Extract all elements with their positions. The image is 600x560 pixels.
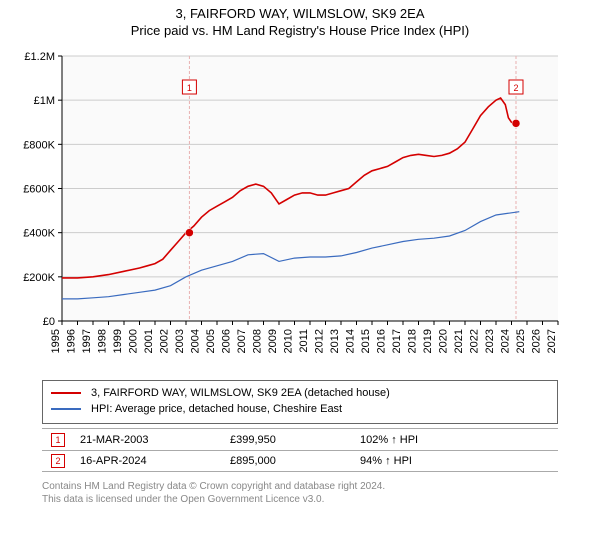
svg-text:2007: 2007 [236,329,248,353]
svg-text:2021: 2021 [453,329,465,353]
legend-swatch [51,408,81,410]
title-main: 3, FAIRFORD WAY, WILMSLOW, SK9 2EA [0,6,600,21]
transaction-marker-cell: 1 [42,433,74,447]
svg-text:2026: 2026 [531,329,543,353]
legend-row: 3, FAIRFORD WAY, WILMSLOW, SK9 2EA (deta… [51,385,549,401]
svg-text:1999: 1999 [112,329,124,353]
transaction-marker-cell: 2 [42,454,74,468]
transaction-pct: 94% ↑ HPI [354,455,504,467]
footer: Contains HM Land Registry data © Crown c… [42,480,558,506]
svg-text:£1.2M: £1.2M [24,51,55,63]
svg-text:2022: 2022 [469,329,481,353]
svg-text:£400K: £400K [23,228,55,240]
legend-row: HPI: Average price, detached house, Ches… [51,401,549,417]
svg-text:2017: 2017 [391,329,403,353]
chart-container: 3, FAIRFORD WAY, WILMSLOW, SK9 2EA Price… [0,0,600,560]
legend-label: HPI: Average price, detached house, Ches… [91,403,342,415]
svg-text:2005: 2005 [205,329,217,353]
svg-text:2000: 2000 [128,329,140,353]
legend-swatch [51,392,81,394]
svg-text:2013: 2013 [329,329,341,353]
svg-text:2018: 2018 [407,329,419,353]
svg-text:1: 1 [187,83,192,93]
svg-text:£200K: £200K [23,272,55,284]
svg-text:2027: 2027 [546,329,558,353]
transaction-date: 21-MAR-2003 [74,434,224,446]
svg-text:2008: 2008 [252,329,264,353]
transaction-pct: 102% ↑ HPI [354,434,504,446]
svg-text:2020: 2020 [438,329,450,353]
svg-text:2004: 2004 [190,329,202,353]
svg-text:£800K: £800K [23,139,55,151]
svg-text:2012: 2012 [314,329,326,353]
svg-text:£1M: £1M [34,95,55,107]
svg-text:2009: 2009 [267,329,279,353]
svg-text:2003: 2003 [174,329,186,353]
legend-label: 3, FAIRFORD WAY, WILMSLOW, SK9 2EA (deta… [91,387,390,399]
svg-text:£0: £0 [43,316,55,328]
footer-line-1: Contains HM Land Registry data © Crown c… [42,480,558,493]
svg-text:1996: 1996 [66,329,78,353]
svg-text:2025: 2025 [515,329,527,353]
svg-text:2006: 2006 [221,329,233,353]
transaction-date: 16-APR-2024 [74,455,224,467]
svg-text:1995: 1995 [50,329,62,353]
footer-line-2: This data is licensed under the Open Gov… [42,493,558,506]
svg-text:2001: 2001 [143,329,155,353]
transaction-price: £399,950 [224,434,354,446]
svg-text:£600K: £600K [23,184,55,196]
svg-text:2024: 2024 [500,329,512,353]
chart-svg: £0£200K£400K£600K£800K£1M£1.2M1995199619… [0,46,600,371]
svg-text:2011: 2011 [298,329,310,353]
transaction-marker: 2 [51,454,65,468]
svg-text:1997: 1997 [81,329,93,353]
svg-text:2010: 2010 [283,329,295,353]
transaction-row: 1 21-MAR-2003£399,950102% ↑ HPI [42,428,558,450]
svg-text:2: 2 [513,83,518,93]
svg-text:2019: 2019 [422,329,434,353]
title-block: 3, FAIRFORD WAY, WILMSLOW, SK9 2EA Price… [0,0,600,38]
transaction-price: £895,000 [224,455,354,467]
svg-text:1998: 1998 [97,329,109,353]
svg-text:2023: 2023 [484,329,496,353]
legend-frame: 3, FAIRFORD WAY, WILMSLOW, SK9 2EA (deta… [42,380,558,424]
transaction-marker: 1 [51,433,65,447]
svg-text:2016: 2016 [376,329,388,353]
transaction-row: 2 16-APR-2024£895,00094% ↑ HPI [42,450,558,472]
legend: 3, FAIRFORD WAY, WILMSLOW, SK9 2EA (deta… [42,380,558,424]
transaction-table: 1 21-MAR-2003£399,950102% ↑ HPI 2 16-APR-20… [42,428,558,472]
title-sub: Price paid vs. HM Land Registry's House … [0,23,600,38]
svg-text:2015: 2015 [360,329,372,353]
chart-area: £0£200K£400K£600K£800K£1M£1.2M1995199619… [0,46,600,371]
svg-text:2002: 2002 [159,329,171,353]
svg-text:2014: 2014 [345,329,357,353]
